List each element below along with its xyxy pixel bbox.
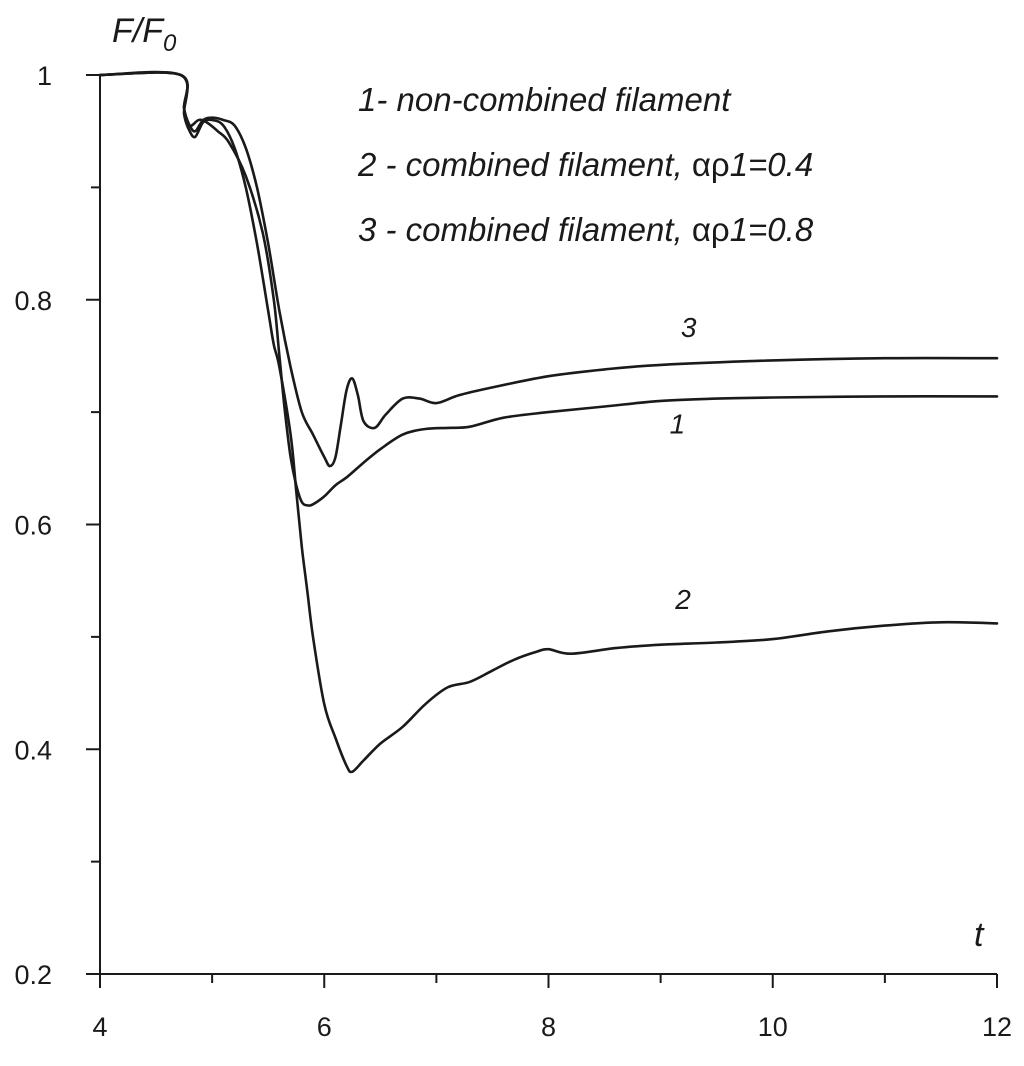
legend-entry-2-text: - combined filament, xyxy=(376,146,691,183)
series-line-1 xyxy=(98,71,999,507)
x-tick-label: 10 xyxy=(758,1012,788,1042)
axes xyxy=(99,75,997,975)
curve-labels: 3 1 2 xyxy=(670,312,697,615)
legend-entry-3: 3 - combined filament, αρ1=0.8 xyxy=(358,211,814,248)
curve-label-1: 1 xyxy=(670,408,686,439)
legend-entry-3-greek: αρ xyxy=(692,211,730,248)
x-tick-label: 4 xyxy=(92,1012,107,1042)
y-tick-label: 0.4 xyxy=(14,735,52,765)
y-tick-label: 1 xyxy=(37,61,52,91)
legend: 1- non-combined filament 2 - combined fi… xyxy=(357,81,814,248)
legend-entry-1-text: - non-combined filament xyxy=(376,81,732,118)
svg-text:F/F0: F/F0 xyxy=(112,12,177,57)
series-group xyxy=(98,70,999,774)
ticks xyxy=(86,74,998,988)
tick-labels: 4 6 8 10 120.20.40.60.81 xyxy=(14,61,1012,1042)
y-axis-title-subscript: 0 xyxy=(163,30,177,57)
series-line-3 xyxy=(98,71,999,468)
legend-entry-2: 2 - combined filament, αρ1=0.4 xyxy=(357,146,813,183)
series-line-2 xyxy=(98,70,999,774)
x-tick-label: 12 xyxy=(982,1012,1012,1042)
y-axis-title-main: F/F xyxy=(112,12,165,50)
y-tick-label: 0.6 xyxy=(14,511,52,541)
x-tick-label: 6 xyxy=(317,1012,332,1042)
y-tick-label: 0.8 xyxy=(14,286,52,316)
legend-entry-1: 1- non-combined filament xyxy=(358,81,732,118)
legend-entry-3-text: - combined filament, xyxy=(376,211,691,248)
y-tick-label: 0.2 xyxy=(14,960,52,990)
legend-entry-2-tail: 1=0.4 xyxy=(730,146,814,183)
y-axis-title: F/F0 xyxy=(112,12,177,57)
legend-entry-3-number: 3 xyxy=(358,211,377,248)
legend-entry-2-greek: αρ xyxy=(692,146,730,183)
curve-label-2: 2 xyxy=(674,584,691,615)
curve-label-3: 3 xyxy=(681,312,697,343)
legend-entry-1-number: 1 xyxy=(358,81,376,118)
legend-entry-3-tail: 1=0.8 xyxy=(730,211,814,248)
x-axis-title: t xyxy=(974,916,985,954)
legend-entry-2-number: 2 xyxy=(357,146,376,183)
x-tick-label: 8 xyxy=(541,1012,556,1042)
